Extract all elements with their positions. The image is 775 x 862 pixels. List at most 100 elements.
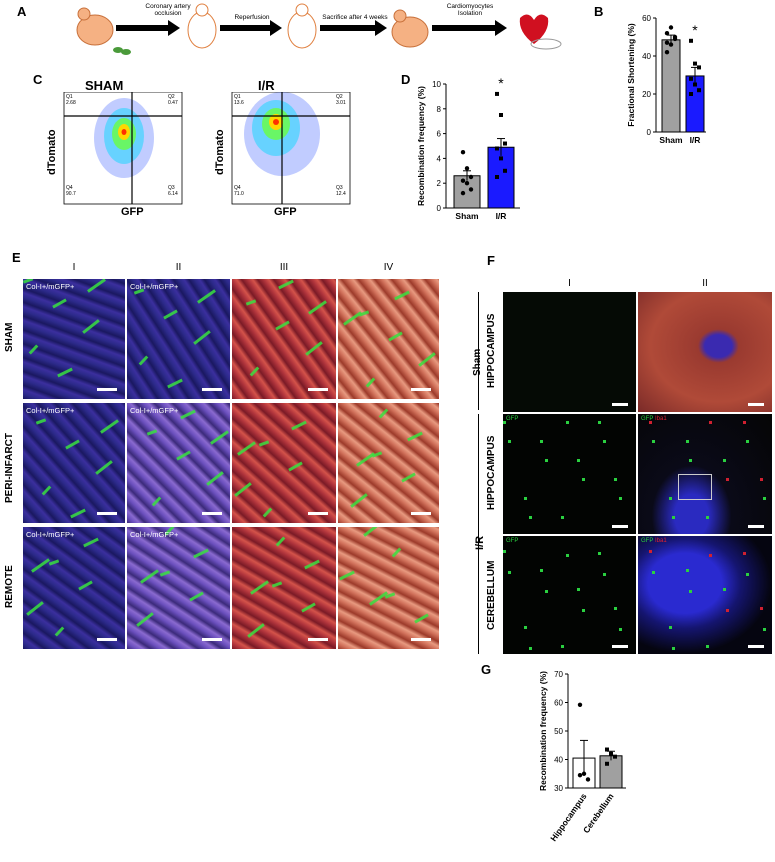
gfp-signal [35, 418, 47, 425]
significance-star: * [498, 76, 504, 91]
gfp-signal [304, 559, 320, 570]
ir-q2-value: 3.01 [336, 100, 346, 106]
micro-row-label: REMOTE [4, 565, 15, 608]
brain-col-header: II [702, 278, 708, 289]
panel-label-f: F [487, 253, 495, 268]
gfp-signal [356, 452, 375, 467]
gfp-signal [649, 550, 652, 553]
micrograph-tile [338, 403, 439, 523]
micrograph-tile: Col-I+/mGFP+ [127, 279, 230, 399]
gfp-signal [669, 497, 672, 500]
gfp-signal [189, 591, 204, 602]
gfp-signal [582, 478, 585, 481]
gfp-signal [418, 352, 436, 367]
gfp-label: GFP [641, 538, 654, 544]
tile-label: Col-I+/mGFP+ [26, 530, 75, 539]
gfp-signal [247, 623, 265, 638]
panel-label-b: B [594, 4, 604, 19]
gfp-signal [582, 609, 585, 612]
data-point [613, 754, 617, 759]
schematic-diagram [76, 3, 562, 55]
gfp-signal [669, 626, 672, 629]
scale-bar [308, 512, 328, 515]
gfp-signal [529, 647, 532, 650]
gfp-signal [193, 548, 209, 559]
brain-col-header: I [568, 278, 571, 289]
data-point [605, 761, 609, 766]
flow-ir-title: I/R [258, 78, 275, 93]
gfp-signal [566, 421, 569, 424]
heart-icon [519, 14, 549, 44]
gfp-signal [388, 331, 403, 342]
gfp-signal [305, 341, 323, 356]
gfp-signal [503, 421, 506, 424]
gfp-signal [163, 309, 178, 320]
micrograph-tile: Col-I+/mGFP+ [23, 279, 125, 399]
gfp-signal [686, 569, 689, 572]
mouse-icon-1 [76, 7, 131, 55]
y-tick-label: 4 [437, 154, 442, 163]
sham-q2-label: Q2 [168, 94, 175, 100]
gfp-signal [52, 298, 67, 309]
gfp-signal [250, 580, 269, 595]
gfp-signal [649, 421, 652, 424]
gfp-signal [672, 647, 675, 650]
gfp-signal [301, 602, 316, 613]
brain-group-ir: I/R [474, 535, 486, 550]
gfp-signal [339, 570, 355, 581]
gfp-signal [249, 366, 260, 377]
gfp-signal [176, 450, 191, 461]
data-point [689, 38, 693, 43]
gfp-signal [28, 344, 39, 355]
gfp-signal [275, 536, 286, 547]
chart-g-recombination: 30 40 50 60 70 Recombination frequency (%)Hip… [538, 670, 626, 843]
gfp-signal [545, 590, 548, 593]
y-tick-label: 20 [642, 90, 651, 99]
step-label-2: Reperfusion [234, 14, 270, 21]
data-point [581, 771, 587, 776]
gfp-signal [197, 289, 216, 304]
significance-star: * [692, 22, 698, 38]
gfp-signal [151, 496, 162, 507]
y-tick-label: 60 [642, 14, 651, 23]
micrograph-tile: Col-I+/mGFP+ [127, 403, 230, 523]
data-point [577, 702, 583, 707]
arrow-icon-4 [432, 20, 507, 36]
gfp-signal [234, 482, 252, 497]
gfp-signal [614, 478, 617, 481]
gfp-signal [363, 527, 381, 537]
gfp-label: GFP [506, 538, 519, 544]
x-tick-label: Hippocampus [548, 791, 589, 843]
gfp-signal [709, 554, 712, 557]
y-tick-label: 50 [554, 727, 563, 736]
gfp-signal [343, 311, 362, 326]
flow-sham-xlabel: GFP [121, 206, 144, 218]
panel-label-d: D [401, 72, 411, 87]
tile-label: Col-I+/mGFP+ [26, 282, 75, 291]
gfp-signal [540, 569, 543, 572]
gfp-signal [31, 558, 50, 573]
scale-bar [612, 525, 628, 528]
ir-q3-value: 12.4 [336, 191, 346, 197]
y-tick-label: 0 [437, 204, 442, 213]
micrograph-tile [338, 279, 439, 399]
gfp-signal [524, 497, 527, 500]
y-axis-label: Recombination frequency (%) [416, 86, 426, 206]
gfp-signal [508, 440, 511, 443]
gfp-signal [746, 440, 749, 443]
scale-bar [202, 638, 222, 641]
bar [661, 39, 681, 133]
gfp-signal [138, 355, 149, 366]
arrow-icon-2 [220, 20, 282, 36]
tile-label: Col-I+/mGFP+ [130, 282, 179, 291]
step-label-3: Sacrifice after 4 weeks [322, 14, 388, 21]
gfp-signal [545, 459, 548, 462]
panel-label-c: C [33, 72, 43, 87]
data-point [697, 65, 701, 70]
gfp-signal [167, 378, 183, 389]
tile-label: Col-I+/mGFP+ [26, 406, 75, 415]
gfp-signal [100, 419, 119, 434]
gfp-signal [54, 626, 65, 637]
x-tick-label: Sham [659, 135, 683, 145]
data-point [609, 751, 613, 756]
